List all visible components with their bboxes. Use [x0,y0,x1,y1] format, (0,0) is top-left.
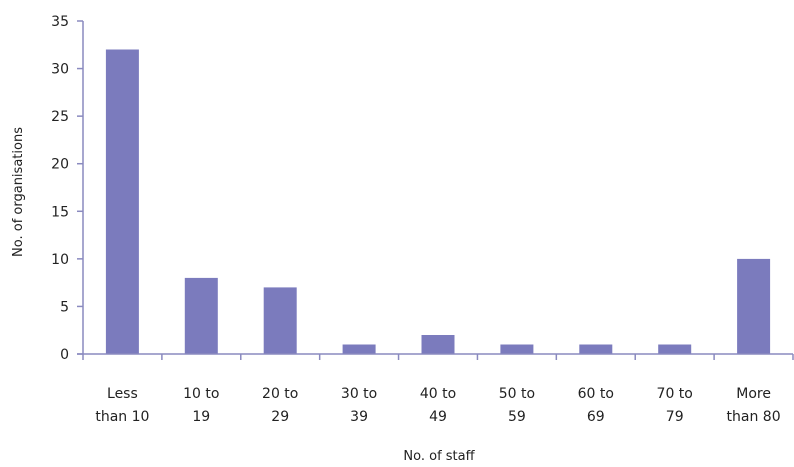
x-category-label-7: 70 to 79 [657,386,693,425]
bar-7 [658,344,692,354]
y-tick-label-5: 25 [51,109,69,125]
y-tick-label-1: 5 [60,299,69,315]
x-category-label-3: 30 to 39 [341,386,377,425]
bar-3 [342,344,376,354]
x-category-labels: Less than 10 10 to 19 20 to 29 30 to 39 40 to 49 5… [95,386,780,425]
x-category-label-4: 40 to 49 [420,386,456,425]
y-tick-label-4: 20 [51,157,69,173]
y-tick-label-3: 15 [51,204,69,220]
y-tick-label-7: 35 [51,14,69,30]
x-category-label-8: More than 80 [727,386,781,425]
x-category-label-6: 60 to 69 [578,386,614,425]
x-category-label-0: Less than 10 [95,386,149,425]
x-category-label-2: 20 to 29 [262,386,298,425]
x-axis-title: No. of staff [403,449,475,464]
bars-group [105,49,771,354]
y-tick-label-0: 0 [60,347,69,363]
bar-2 [263,287,297,354]
bar-4 [421,335,455,354]
x-category-label-1: 10 to 19 [183,386,219,425]
bar-6 [579,344,613,354]
bar-8 [737,258,771,354]
bar-0 [105,49,139,354]
axes-group [77,20,794,360]
x-category-label-5: 50 to 59 [499,386,535,425]
y-tick-labels: 0 5 10 15 20 25 30 35 [51,14,69,363]
bar-5 [500,344,534,354]
y-tick-label-2: 10 [51,252,69,268]
y-axis-title: No. of organisations [11,127,26,257]
bar-1 [184,277,218,354]
y-tick-label-6: 30 [51,62,69,78]
